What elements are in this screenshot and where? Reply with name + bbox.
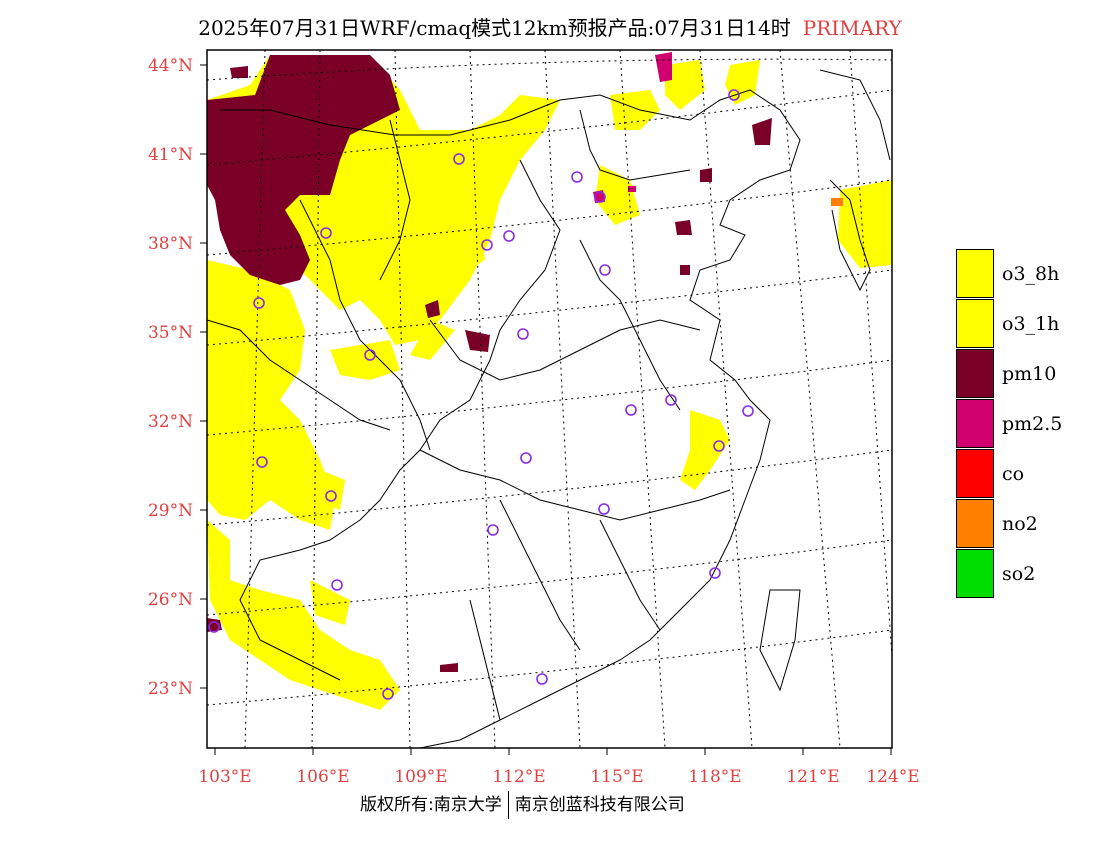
legend-item-o3-1h: o3_1h [956,299,1096,349]
map-frame [206,49,893,749]
map-plot-area [207,50,892,748]
legend-item-pm25: pm2.5 [956,399,1096,449]
legend-swatch [956,249,994,298]
lat-label-26: 26°N [148,590,193,610]
lat-axis: 44°N 41°N 38°N 35°N 32°N 29°N 26°N 23°N [148,56,193,699]
copyright-footer: 版权所有:南京大学 南京创蓝科技有限公司 [360,790,685,819]
no2-area [831,198,843,206]
legend-label: o3_1h [1002,313,1060,335]
legend-item-co: co [956,449,1096,499]
copyright-owner: 版权所有:南京大学 [360,795,502,815]
lon-label-124: 124°E [866,767,919,787]
graticule [207,50,892,748]
lon-label-118: 118°E [688,767,741,787]
legend-item-so2: so2 [956,549,1096,599]
legend-swatch [956,349,994,398]
lat-label-23: 23°N [148,679,193,699]
legend-item-no2: no2 [956,499,1096,549]
legend-label: o3_8h [1002,263,1060,285]
lon-label-121: 121°E [786,767,839,787]
lon-label-115: 115°E [590,767,643,787]
map-title: 2025年07月31日WRF/cmaq模式12km预报产品:07月31日14时 P… [0,12,1100,41]
legend-label: so2 [1002,563,1036,585]
title-primary-tag: PRIMARY [802,16,902,40]
lon-label-103: 103°E [198,767,251,787]
footer-divider [507,791,509,819]
legend-item-o3-8h: o3_8h [956,249,1096,299]
legend-swatch [956,299,994,348]
pm10-areas [207,55,772,672]
legend-label: co [1002,463,1025,485]
lon-label-106: 106°E [296,767,349,787]
lat-label-35: 35°N [148,323,193,343]
lat-label-41: 41°N [148,145,193,165]
lon-label-112: 112°E [492,767,545,787]
station-markers [208,89,754,700]
legend-label: no2 [1002,513,1038,535]
lat-label-32: 32°N [148,412,193,432]
lon-label-109: 109°E [394,767,447,787]
legend-swatch [956,499,994,548]
legend-swatch [956,449,994,498]
legend-label: pm10 [1002,363,1057,385]
title-main: 2025年07月31日WRF/cmaq模式12km预报产品:07月31日14时 [198,16,791,40]
copyright-company: 南京创蓝科技有限公司 [514,795,685,815]
lon-axis: 103°E 106°E 109°E 112°E 115°E 118°E 121°… [198,767,919,787]
lat-label-44: 44°N [148,56,193,76]
legend-swatch [956,549,994,598]
lat-label-38: 38°N [148,234,193,254]
boundaries [207,69,891,748]
tick-marks [200,64,892,755]
legend-label: pm2.5 [1002,413,1063,435]
lat-label-29: 29°N [148,501,193,521]
legend-item-pm10: pm10 [956,349,1096,399]
legend-swatch [956,399,994,448]
